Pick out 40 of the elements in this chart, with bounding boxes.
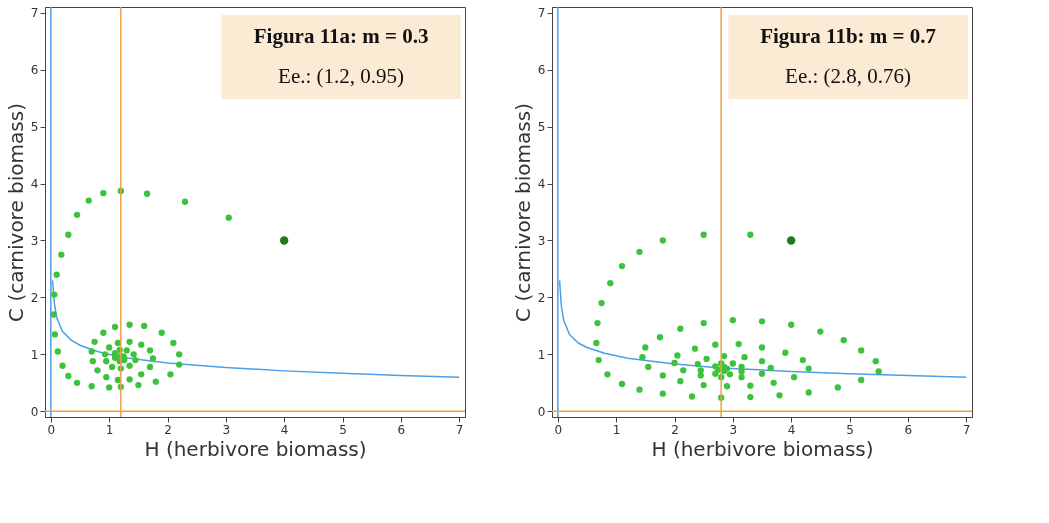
x-tick-label: 2: [671, 422, 679, 437]
annotation: Ee.: (1.2, 0.95): [278, 64, 405, 88]
x-tick-label: 1: [105, 422, 114, 437]
x-tick-label: 5: [846, 422, 854, 437]
x-tick-label: 7: [962, 422, 971, 437]
x-tick-label: 3: [222, 422, 231, 437]
y-tick-label: 0: [30, 404, 39, 419]
annotation: Ee.: (2.8, 0.76): [785, 64, 912, 88]
y-tick-label: 5: [30, 120, 39, 135]
y-tick-label: 6: [30, 63, 39, 78]
x-tick-label: 4: [787, 422, 796, 437]
x-tick-label: 7: [455, 422, 464, 437]
y-tick-label: 1: [30, 347, 39, 362]
x-tick-label: 0: [554, 422, 563, 437]
x-axis-title: H (herbivore biomass): [144, 436, 367, 461]
x-axis-title: H (herbivore biomass): [651, 436, 874, 461]
y-tick-label: 1: [537, 347, 546, 362]
x-tick-label: 6: [904, 422, 913, 437]
y-axis-title: C (carnivore biomass): [510, 103, 535, 322]
y-tick-label: 6: [537, 63, 546, 78]
y-tick-label: 0: [537, 404, 546, 419]
y-tick-label: 2: [30, 290, 39, 305]
y-tick-label: 7: [30, 6, 39, 21]
x-tick-label: 1: [612, 422, 621, 437]
x-tick-label: 4: [280, 422, 289, 437]
x-tick-label: 3: [729, 422, 738, 437]
y-tick-label: 3: [537, 233, 546, 248]
y-tick-label: 2: [537, 290, 546, 305]
x-tick-label: 2: [164, 422, 172, 437]
x-tick-label: 6: [397, 422, 406, 437]
y-tick-label: 5: [537, 120, 546, 135]
annotation: Figura 11b: m = 0.7: [760, 24, 937, 48]
y-tick-label: 4: [30, 177, 39, 192]
x-tick-label: 5: [339, 422, 347, 437]
y-tick-label: 4: [537, 177, 546, 192]
annotation: Figura 11a: m = 0.3: [253, 24, 429, 48]
y-axis-title: C (carnivore biomass): [3, 103, 28, 322]
y-tick-label: 7: [537, 6, 546, 21]
x-tick-label: 0: [47, 422, 56, 437]
y-tick-label: 3: [30, 233, 39, 248]
